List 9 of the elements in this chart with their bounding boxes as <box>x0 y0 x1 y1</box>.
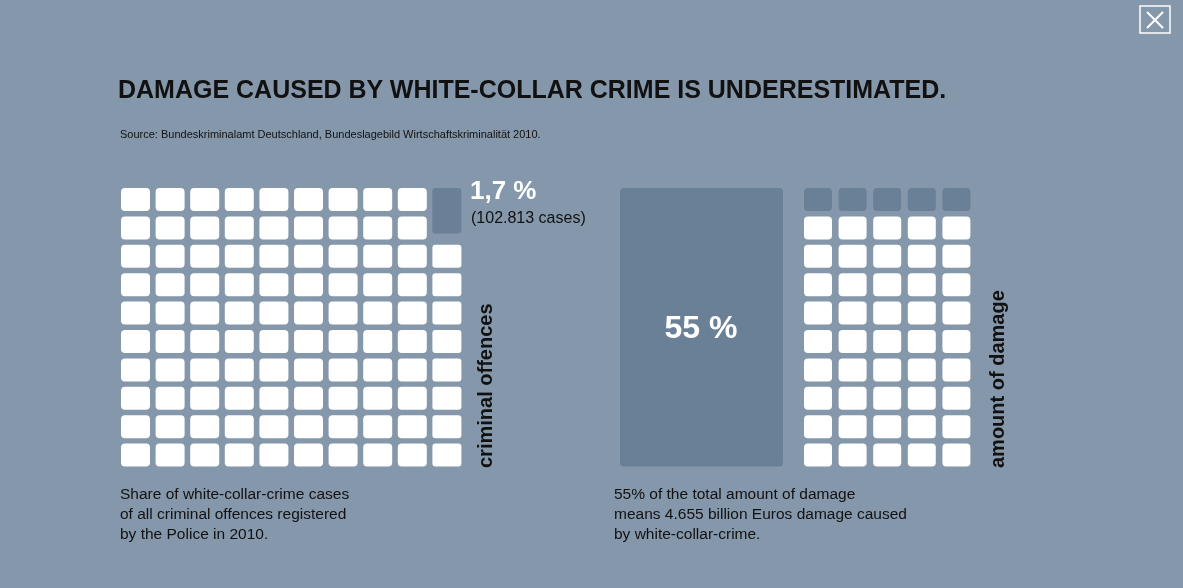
text: amount of damage <box>986 290 1008 468</box>
text: Share of white-collar-crime cases of all criminal offences registered by the Police in 2010. <box>120 485 350 542</box>
text: DAMAGE CAUSED BY WHITE-COLLAR CRIME IS UNDERESTIMATED. <box>118 75 947 103</box>
data-label: 1,7 % <box>470 175 537 205</box>
source-note: Source: Bundeskriminalamt Deutschland, Bundeslagebild Wirtschaftskriminalität 2010. <box>120 128 541 140</box>
data-label: 55 % <box>664 309 738 346</box>
text: criminal offences <box>474 303 496 468</box>
text: 55% of the total amount of damage means 4.655 billion Euros damage caused by white-collar-crime. <box>614 485 907 542</box>
text: (102.813 cases) <box>471 209 586 226</box>
